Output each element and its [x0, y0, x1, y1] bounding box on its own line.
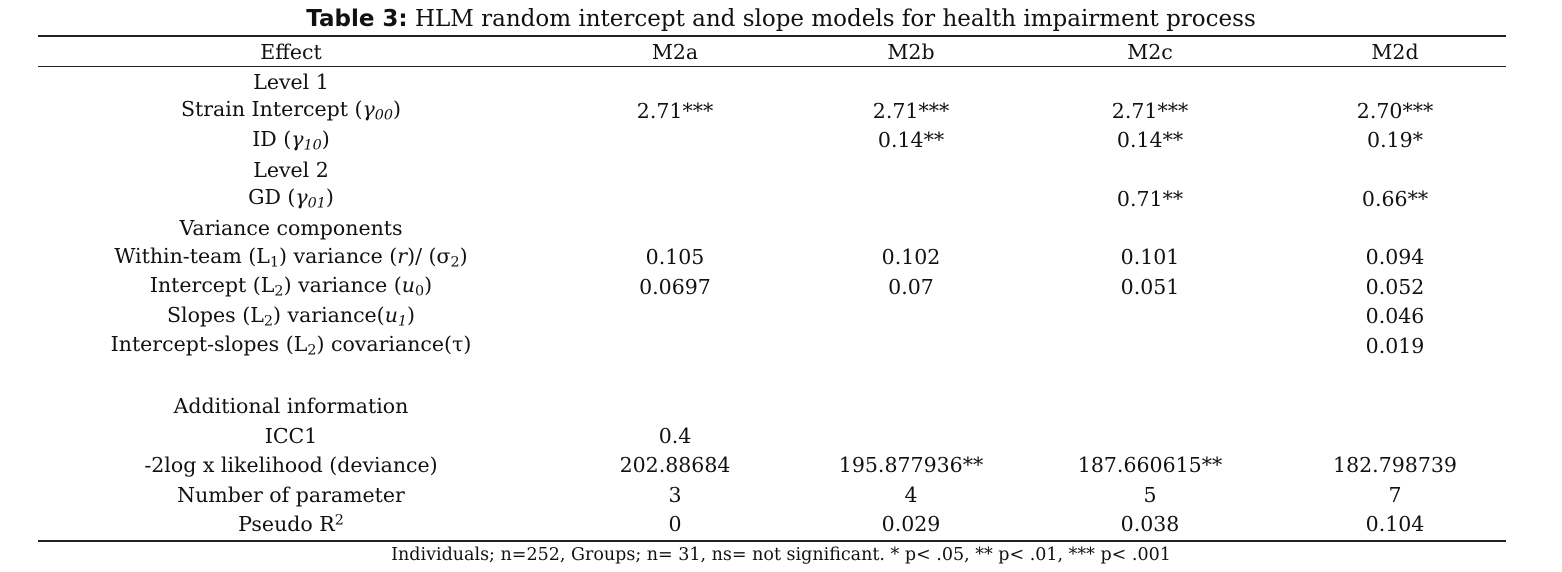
row-label: ID (γ10) [252, 126, 330, 154]
cell-m2c: 0.14** [1116, 128, 1184, 153]
table-row-icc1: ICC1 0.4 [38, 421, 1506, 451]
table-footnote: Individuals; n=252, Groups; n= 31, ns= n… [391, 545, 1171, 565]
table-row-pseudo-r2: Pseudo R2 0 0.029 0.038 0.104 [38, 510, 1506, 540]
cell-m2b: 0.029 [881, 512, 941, 537]
column-header-effect: Effect [260, 39, 322, 64]
section-label: Level 2 [253, 157, 329, 182]
caption-title: HLM random intercept and slope models fo… [414, 6, 1256, 32]
cell-m2b [806, 331, 1016, 361]
cell-m2c: 187.660615** [1077, 453, 1223, 478]
table-row-within-team-variance: Within-team (L1) variance (r)/ (σ2) 0.10… [38, 243, 1506, 273]
cell-m2d: 0.046 [1365, 304, 1425, 329]
cell-m2c: 5 [1143, 482, 1157, 507]
cell-m2b: 4 [904, 482, 918, 507]
cell-m2a: 0.105 [645, 245, 705, 270]
header-row: Effect M2a M2b M2c M2d [38, 36, 1506, 67]
table-row-intercept-variance: Intercept (L2) variance (u0) 0.0697 0.07… [38, 272, 1506, 302]
header-rule [38, 66, 1506, 67]
caption-label: Table 3: [306, 6, 408, 32]
column-header-m2b: M2b [887, 39, 935, 64]
cell-m2d: 2.70*** [1356, 98, 1434, 123]
row-label: Intercept-slopes (L2) covariance(τ) [110, 332, 472, 360]
results-table: Effect M2a M2b M2c M2d Level 1 Strain In… [38, 36, 1506, 539]
table-row-covariance: Intercept-slopes (L2) covariance(τ) 0.01… [38, 331, 1506, 361]
table-row-gd: GD (γ01) 0.71** 0.66** [38, 184, 1506, 214]
section-label: Level 1 [253, 69, 329, 94]
cell-m2a: 0.0697 [639, 274, 711, 299]
cell-m2a: 2.71*** [636, 98, 714, 123]
table-row-strain-intercept: Strain Intercept (γ00) 2.71*** 2.71*** 2… [38, 96, 1506, 126]
row-label: Slopes (L2) variance(u1) [166, 302, 416, 330]
row-label: -2log x likelihood (deviance) [144, 453, 438, 478]
row-label: Intercept (L2) variance (u0) [149, 273, 433, 301]
section-label: Additional information [173, 394, 409, 419]
cell-m2c [1016, 421, 1284, 451]
row-label: Within-team (L1) variance (r)/ (σ2) [114, 243, 468, 271]
column-header-m2c: M2c [1127, 39, 1173, 64]
section-row-level-1: Level 1 [38, 67, 1506, 96]
cell-m2d: 0.052 [1365, 274, 1425, 299]
cell-m2c: 0.101 [1120, 245, 1180, 270]
cell-m2b: 0.07 [888, 274, 934, 299]
row-label: Strain Intercept (γ00) [180, 97, 402, 125]
row-label: Pseudo R2 [238, 512, 344, 537]
cell-m2d: 0.104 [1365, 512, 1425, 537]
cell-m2d: 182.798739 [1333, 453, 1457, 478]
table-caption: Table 3: HLM random intercept and slope … [0, 4, 1562, 34]
section-row-variance-components: Variance components [38, 214, 1506, 243]
table-row-number-of-parameter: Number of parameter 3 4 5 7 [38, 480, 1506, 510]
cell-m2a: 3 [668, 482, 682, 507]
cell-m2c [1016, 302, 1284, 332]
table-row-deviance: -2log x likelihood (deviance) 202.88684 … [38, 451, 1506, 481]
spacer-row [38, 361, 1506, 392]
cell-m2b [806, 421, 1016, 451]
section-row-additional-information: Additional information [38, 392, 1506, 422]
cell-m2a [544, 126, 806, 156]
cell-m2a [544, 184, 806, 214]
cell-m2c: 0.71** [1116, 186, 1184, 211]
cell-m2c: 0.038 [1120, 512, 1180, 537]
cell-m2b: 0.102 [881, 245, 941, 270]
top-rule [38, 35, 1506, 37]
column-header-m2d: M2d [1371, 39, 1419, 64]
row-label: GD (γ01) [248, 185, 334, 213]
cell-m2d: 7 [1388, 482, 1402, 507]
cell-m2a [544, 302, 806, 332]
cell-m2c [1016, 331, 1284, 361]
cell-m2b: 2.71*** [872, 98, 950, 123]
cell-m2c: 0.051 [1120, 274, 1180, 299]
bottom-rule [38, 540, 1506, 542]
cell-m2d: 0.19* [1367, 128, 1423, 153]
cell-m2a: 202.88684 [619, 453, 731, 478]
cell-m2a: 0.4 [658, 423, 692, 448]
row-label: Number of parameter [177, 482, 405, 507]
cell-m2d: 0.094 [1365, 245, 1425, 270]
cell-m2d [1284, 421, 1506, 451]
column-header-m2a: M2a [651, 39, 699, 64]
cell-m2b [806, 302, 1016, 332]
cell-m2d: 0.019 [1365, 333, 1425, 358]
table-row-slopes-variance: Slopes (L2) variance(u1) 0.046 [38, 302, 1506, 332]
cell-m2d: 0.66** [1361, 186, 1429, 211]
cell-m2b [806, 184, 1016, 214]
cell-m2a [544, 331, 806, 361]
cell-m2b: 0.14** [877, 128, 945, 153]
cell-m2a: 0 [668, 512, 682, 537]
cell-m2b: 195.877936** [838, 453, 984, 478]
table-row-id: ID (γ10) 0.14** 0.14** 0.19* [38, 126, 1506, 156]
section-row-level-2: Level 2 [38, 155, 1506, 184]
cell-m2c: 2.71*** [1111, 98, 1189, 123]
section-label: Variance components [179, 216, 403, 240]
row-label: ICC1 [264, 423, 318, 448]
